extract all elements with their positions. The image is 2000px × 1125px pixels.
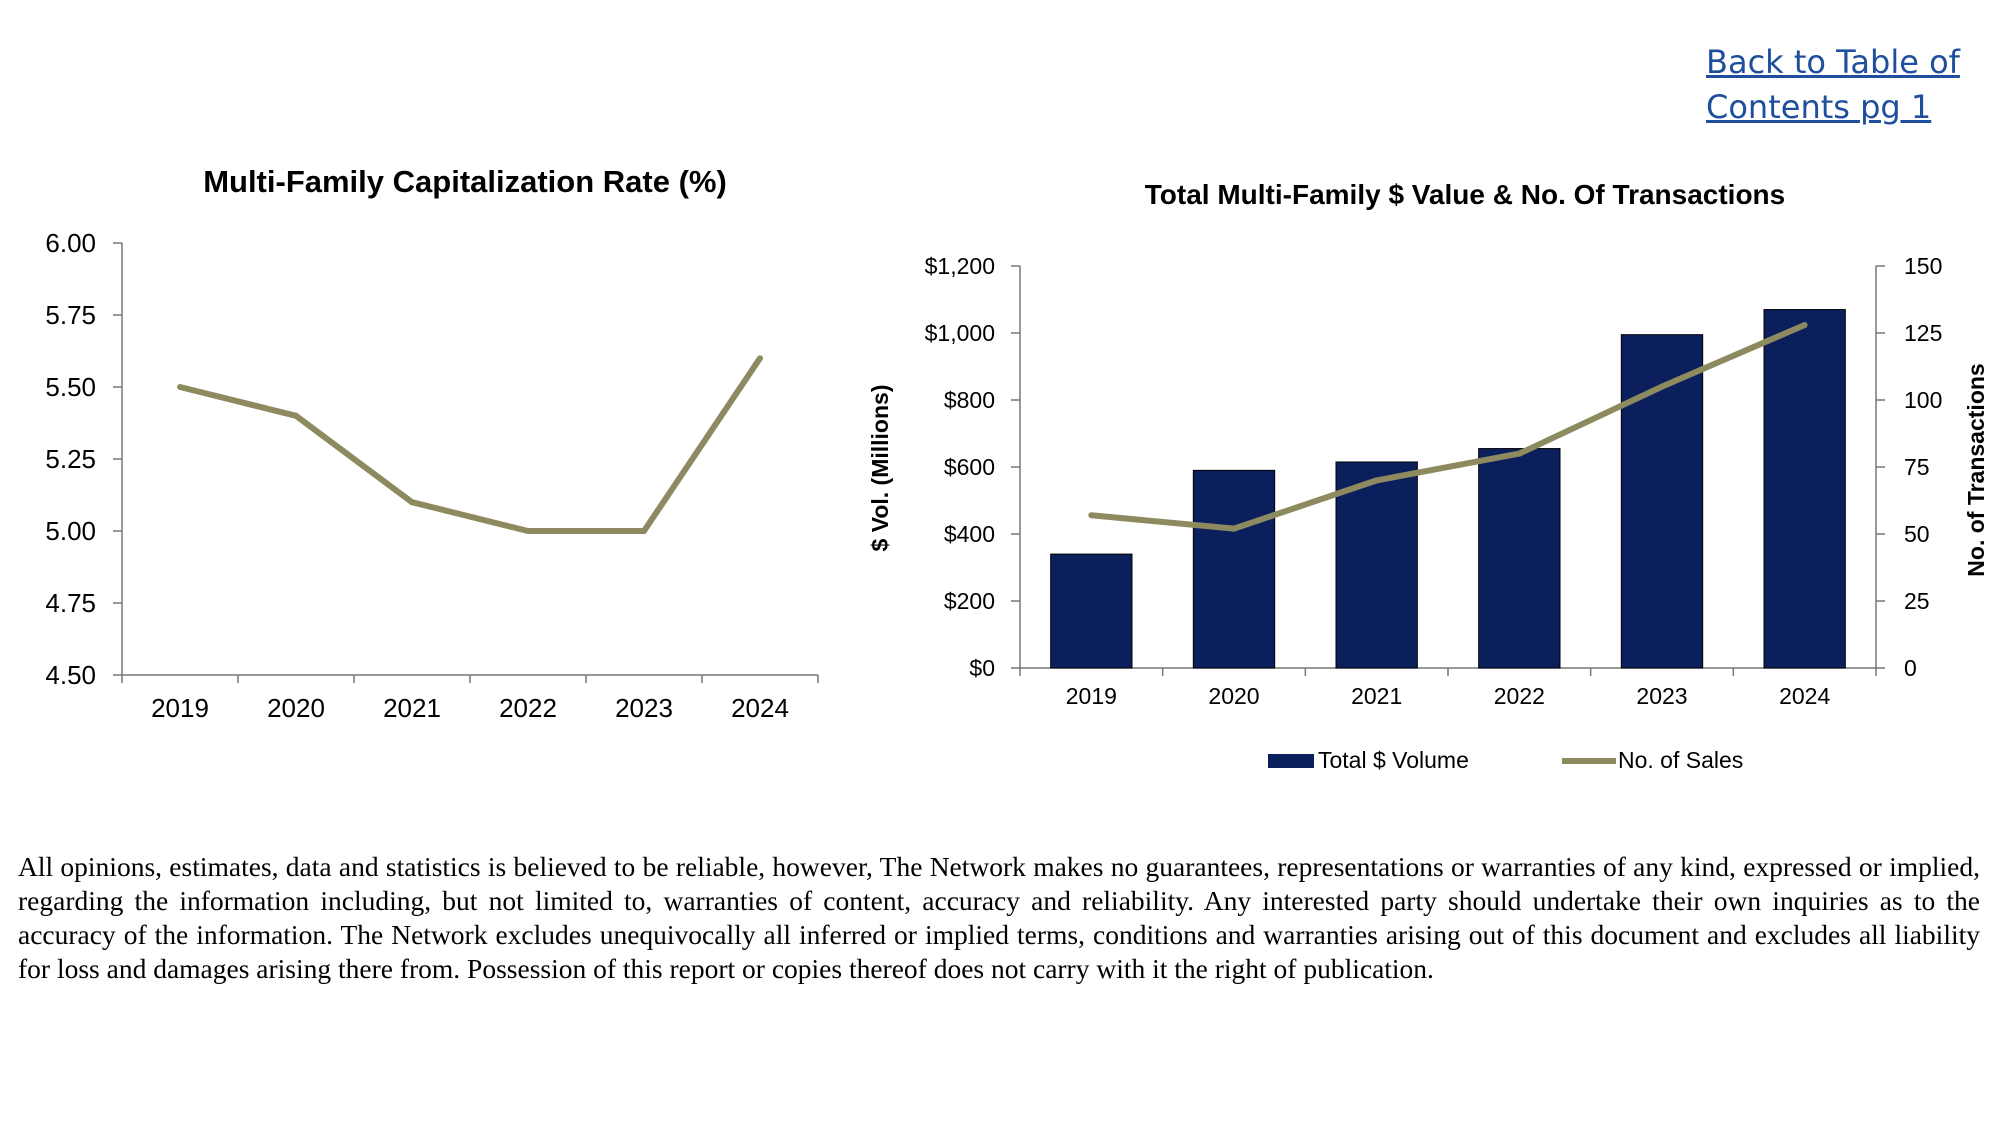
volume-left-tick-label: $200: [944, 588, 995, 614]
volume-bar: [1620, 334, 1704, 669]
cap-rate-x-tick-label: 2022: [499, 693, 557, 723]
cap-rate-x-tick-label: 2021: [383, 693, 441, 723]
back-to-toc-link[interactable]: Back to Table of Contents pg 1: [1706, 40, 1986, 130]
volume-y-axis-label: $ Vol. (Millions): [867, 385, 893, 552]
transactions-y-axis-label: No. of Transactions: [1963, 363, 1989, 576]
volume-right-tick-label: 100: [1904, 387, 1942, 413]
volume-right-tick-label: 50: [1904, 521, 1930, 547]
volume-bar: [1050, 553, 1133, 669]
cap-rate-point: [757, 355, 763, 362]
volume-x-tick-label: 2021: [1351, 683, 1402, 709]
volume-left-tick-label: $1,200: [925, 253, 995, 279]
cap-rate-x-tick-label: 2019: [151, 693, 209, 723]
volume-chart: Total Multi-Family $ Value & No. Of Tran…: [867, 179, 1989, 773]
cap-rate-y-tick-label: 4.50: [45, 660, 96, 690]
toc-link-line2: Contents pg 1: [1706, 88, 1932, 126]
disclaimer-text: All opinions, estimates, data and statis…: [18, 851, 1980, 984]
cap-rate-point: [409, 499, 415, 506]
cap-rate-x-tick-label: 2023: [615, 693, 673, 723]
cap-rate-chart-title: Multi-Family Capitalization Rate (%): [203, 164, 727, 199]
cap-rate-point: [177, 384, 183, 390]
cap-rate-y-tick-label: 4.75: [45, 588, 96, 618]
transactions-point: [1088, 512, 1095, 519]
volume-left-tick-label: $600: [944, 454, 995, 480]
volume-chart-legend: Total $ Volume No. of Sales: [1268, 747, 1743, 773]
cap-rate-point: [293, 412, 299, 419]
cap-rate-y-tick-label: 5.25: [45, 444, 96, 474]
cap-rate-y-tick-label: 5.50: [45, 372, 96, 402]
legend-label-no-of-sales: No. of Sales: [1618, 747, 1743, 773]
volume-chart-title: Total Multi-Family $ Value & No. Of Tran…: [1145, 179, 1786, 210]
cap-rate-point: [641, 528, 647, 534]
volume-x-tick-label: 2022: [1494, 683, 1545, 709]
volume-left-tick-label: $800: [944, 387, 995, 413]
volume-bar: [1335, 461, 1418, 669]
volume-right-tick-label: 75: [1904, 454, 1930, 480]
volume-left-tick-label: $400: [944, 521, 995, 547]
volume-bar: [1763, 309, 1846, 669]
volume-right-tick-label: 0: [1904, 655, 1917, 681]
volume-right-tick-label: 150: [1904, 253, 1942, 279]
transactions-point: [1373, 477, 1380, 484]
volume-x-tick-label: 2023: [1636, 683, 1687, 709]
volume-right-tick-label: 25: [1904, 588, 1930, 614]
cap-rate-chart: Multi-Family Capitalization Rate (%) 4.5…: [45, 164, 819, 723]
transactions-point: [1659, 383, 1665, 390]
volume-bar: [1478, 448, 1561, 669]
transactions-point: [1231, 525, 1237, 532]
transactions-point: [1801, 321, 1808, 328]
cap-rate-point: [525, 528, 531, 534]
volume-left-tick-label: $1,000: [925, 320, 995, 346]
transactions-point: [1516, 450, 1523, 457]
transactions-line: [1091, 322, 1806, 532]
cap-rate-x-tick-label: 2020: [267, 693, 325, 723]
toc-link-line1: Back to Table of: [1706, 43, 1960, 81]
volume-x-tick-label: 2020: [1208, 683, 1259, 709]
cap-rate-y-tick-label: 6.00: [45, 228, 96, 258]
cap-rate-y-tick-label: 5.75: [45, 300, 96, 330]
volume-x-tick-label: 2019: [1066, 683, 1117, 709]
volume-right-tick-label: 125: [1904, 320, 1942, 346]
volume-bar: [1192, 469, 1276, 669]
volume-x-tick-label: 2024: [1779, 683, 1830, 709]
legend-swatch-total-volume: [1268, 754, 1314, 768]
cap-rate-line: [179, 356, 763, 534]
volume-left-tick-label: $0: [969, 655, 995, 681]
cap-rate-x-tick-label: 2024: [731, 693, 789, 723]
cap-rate-y-tick-label: 5.00: [45, 516, 96, 546]
legend-label-total-volume: Total $ Volume: [1318, 747, 1469, 773]
